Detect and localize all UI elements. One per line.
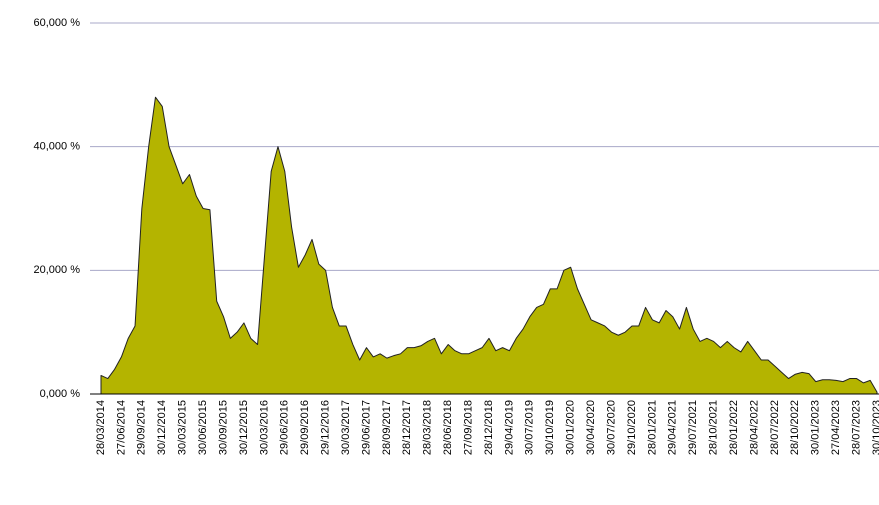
x-tick-label: 28/04/2022: [748, 400, 760, 455]
x-tick-label: 30/10/2023: [871, 400, 879, 455]
x-tick-label: 30/07/2020: [605, 400, 617, 455]
x-tick-label: 30/03/2016: [258, 400, 270, 455]
x-tick-label: 28/12/2018: [483, 400, 495, 455]
x-tick-label: 29/07/2021: [687, 400, 699, 455]
x-tick-label: 30/09/2015: [217, 400, 229, 455]
x-tick-label: 27/06/2014: [115, 400, 127, 455]
x-tick-label: 29/04/2019: [503, 400, 515, 455]
y-tick-label: 0,000 %: [40, 388, 81, 400]
x-tick-label: 28/09/2017: [381, 400, 393, 455]
x-tick-label: 28/01/2022: [728, 400, 740, 455]
x-tick-label: 29/06/2016: [279, 400, 291, 455]
x-tick-label: 30/12/2015: [238, 400, 250, 455]
x-tick-label: 30/07/2019: [524, 400, 536, 455]
x-tick-label: 29/04/2021: [667, 400, 679, 455]
x-tick-label: 30/10/2019: [544, 400, 556, 455]
x-tick-label: 30/12/2014: [156, 400, 168, 455]
x-tick-label: 28/07/2022: [769, 400, 781, 455]
x-tick-label: 28/01/2021: [646, 400, 658, 455]
y-tick-label: 20,000 %: [34, 264, 81, 276]
x-tick-label: 28/03/2014: [95, 400, 107, 455]
x-tick-label: 27/04/2023: [830, 400, 842, 455]
x-tick-label: 29/09/2016: [299, 400, 311, 455]
x-tick-label: 28/07/2023: [850, 400, 862, 455]
x-tick-label: 28/10/2022: [789, 400, 801, 455]
x-tick-label: 30/03/2017: [340, 400, 352, 455]
x-tick-label: 28/03/2018: [422, 400, 434, 455]
x-tick-label: 28/10/2021: [708, 400, 720, 455]
x-tick-label: 30/06/2015: [197, 400, 209, 455]
x-tick-label: 30/04/2020: [585, 400, 597, 455]
x-tick-label: 29/12/2016: [320, 400, 332, 455]
x-tick-label: 30/01/2023: [810, 400, 822, 455]
x-tick-label: 30/01/2020: [565, 400, 577, 455]
x-tick-label: 27/09/2018: [462, 400, 474, 455]
x-tick-label: 29/10/2020: [626, 400, 638, 455]
x-tick-label: 28/06/2018: [442, 400, 454, 455]
x-tick-label: 28/12/2017: [401, 400, 413, 455]
y-tick-label: 60,000 %: [34, 17, 81, 29]
x-tick-label: 29/06/2017: [360, 400, 372, 455]
y-tick-label: 40,000 %: [34, 141, 81, 153]
area: [100, 96, 878, 395]
x-tick-label: 30/03/2015: [177, 400, 189, 455]
x-tick-label: 29/09/2014: [136, 400, 148, 455]
